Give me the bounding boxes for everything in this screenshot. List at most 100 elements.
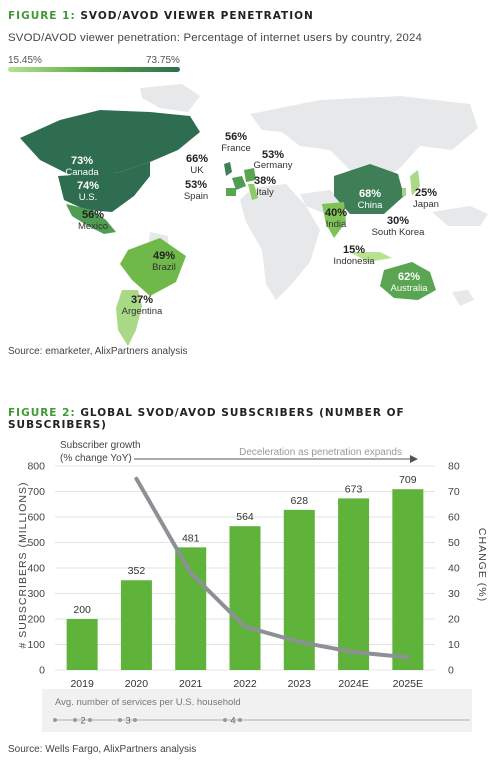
label-uk-name: UK <box>190 165 204 176</box>
y-axis-label: # SUBSCRIBERS (MILLIONS) <box>17 482 29 649</box>
map-land <box>140 84 488 306</box>
services-marker <box>238 718 242 722</box>
country-us <box>58 162 150 212</box>
label-brazil-value: 49% <box>153 250 175 262</box>
country-japan <box>410 170 420 196</box>
figure1-title: FIGURE 1: SVOD/AVOD VIEWER PENETRATION <box>8 10 314 22</box>
label-us-value: 74% <box>77 180 99 192</box>
label-canada-name: Canada <box>65 167 99 178</box>
country-uk <box>224 162 232 176</box>
bar-value-label: 564 <box>236 511 254 523</box>
x-tick-label: 2021 <box>179 678 203 690</box>
services-marker <box>53 718 57 722</box>
arrow-head-icon <box>410 455 418 463</box>
label-mexico-name: Mexico <box>78 221 108 232</box>
label-korea-name: South Korea <box>372 227 426 238</box>
country-canada <box>20 110 200 176</box>
country-china <box>334 164 404 214</box>
label-china-name: China <box>358 200 384 211</box>
x-tick-label: 2024E <box>338 678 368 690</box>
bar <box>175 547 207 670</box>
label-italy-value: 38% <box>254 175 276 187</box>
label-india-name: India <box>326 219 347 230</box>
y-tick-label: 800 <box>27 461 45 473</box>
y-tick-label: 500 <box>27 537 45 549</box>
x-tick-label: 2025E <box>393 678 423 690</box>
y2-tick-label: 80 <box>448 461 460 473</box>
country-italy <box>248 184 258 200</box>
country-argentina <box>116 290 142 346</box>
figure1-subtitle: SVOD/AVOD viewer penetration: Percentage… <box>8 32 423 44</box>
label-canada-value: 73% <box>71 155 93 167</box>
services-marker <box>88 718 92 722</box>
label-indonesia-name: Indonesia <box>333 256 375 267</box>
label-japan-value: 25% <box>415 187 437 199</box>
label-india-value: 40% <box>325 207 347 219</box>
bar <box>392 489 424 670</box>
y-tick-label: 600 <box>27 512 45 524</box>
y2-tick-label: 50 <box>448 537 460 549</box>
y-tick-label: 700 <box>27 486 45 498</box>
figure1-title-text: SVOD/AVOD VIEWER PENETRATION <box>80 10 314 22</box>
label-us-name: U.S. <box>79 192 97 203</box>
label-japan-name: Japan <box>413 199 439 210</box>
y2-tick-label: 10 <box>448 639 460 651</box>
services-timeline: 2 3 4 <box>53 716 470 727</box>
country-korea <box>402 188 406 196</box>
label-spain-name: Spain <box>184 191 208 202</box>
bar-value-label: 352 <box>128 565 146 577</box>
label-australia-value: 62% <box>398 271 420 283</box>
map-countries <box>20 110 436 346</box>
bar <box>338 498 370 670</box>
bar-value-label: 673 <box>345 483 363 495</box>
y-tick-label: 0 <box>39 665 45 677</box>
x-tick-label: 2022 <box>233 678 257 690</box>
label-germany-name: Germany <box>253 160 292 171</box>
legend-min-label: 15.45% <box>8 55 42 66</box>
country-spain <box>226 188 236 196</box>
x-tick-label: 2019 <box>70 678 94 690</box>
services-marker <box>223 718 227 722</box>
y-tick-label: 400 <box>27 563 45 575</box>
country-mexico <box>66 204 116 234</box>
figure2-title-text: GLOBAL SVOD/AVOD SUBSCRIBERS (NUMBER OF … <box>8 407 405 431</box>
y2-tick-label: 40 <box>448 563 460 575</box>
figure2-source: Source: Wells Fargo, AlixPartners analys… <box>8 744 197 755</box>
label-indonesia-value: 15% <box>343 244 365 256</box>
label-argentina-value: 37% <box>131 294 153 306</box>
figure2-title: FIGURE 2: GLOBAL SVOD/AVOD SUBSCRIBERS (… <box>8 407 495 431</box>
country-france <box>232 176 246 190</box>
label-mexico-value: 56% <box>82 209 104 221</box>
country-brazil <box>120 238 186 296</box>
y2-tick-label: 30 <box>448 588 460 600</box>
figure1-source: Source: emarketer, AlixPartners analysis <box>8 346 188 357</box>
figure1-label: FIGURE 1: <box>8 10 76 22</box>
label-korea-value: 30% <box>387 215 409 227</box>
growth-label-line2: (% change YoY) <box>60 453 132 464</box>
label-uk-value: 66% <box>186 153 208 165</box>
bar-value-label: 481 <box>182 532 200 544</box>
bar-value-label: 200 <box>73 604 91 616</box>
label-china-value: 68% <box>359 188 381 200</box>
bar-value-label: 628 <box>291 495 309 507</box>
x-tick-label: 2020 <box>125 678 149 690</box>
arrow-label: Deceleration as penetration expands <box>239 447 402 458</box>
services-label: Avg. number of services per U.S. househo… <box>55 697 241 708</box>
bar <box>66 619 98 670</box>
label-spain-value: 53% <box>185 179 207 191</box>
bar-value-label: 709 <box>399 474 417 486</box>
color-scale-bar <box>8 67 180 72</box>
label-france-name: France <box>221 143 251 154</box>
growth-label-line1: Subscriber growth <box>60 440 141 451</box>
y2-tick-label: 60 <box>448 512 460 524</box>
y-tick-label: 300 <box>27 588 45 600</box>
country-india <box>322 202 346 238</box>
services-marker <box>73 718 77 722</box>
label-australia-name: Australia <box>391 283 429 294</box>
services-value: 4 <box>230 716 235 727</box>
legend-max-label: 73.75% <box>146 55 180 66</box>
y-tick-label: 100 <box>27 639 45 651</box>
x-tick-label: 2023 <box>288 678 312 690</box>
services-band <box>42 689 472 732</box>
services-value: 3 <box>125 716 130 727</box>
